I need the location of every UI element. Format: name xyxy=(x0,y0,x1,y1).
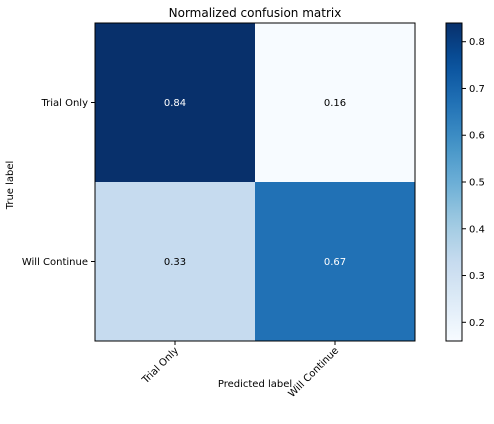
heatmap-cell xyxy=(95,182,255,341)
x-axis-label: Predicted label xyxy=(218,379,292,390)
plot-frame xyxy=(94,22,416,342)
heatmap-cells xyxy=(95,23,415,341)
colorbar-tick-label: 0.2 xyxy=(469,318,485,329)
colorbar-tick-label: 0.3 xyxy=(469,271,485,282)
colorbar-tick-label: 0.5 xyxy=(469,178,485,189)
y-tick-label: Will Continue xyxy=(22,257,88,268)
colorbar: 0.2 0.3 0.4 0.5 0.6 0.7 0.8 xyxy=(445,22,485,342)
heatmap-cell-value: 0.84 xyxy=(164,98,186,109)
x-tick-label: Will Continue xyxy=(287,345,342,400)
colorbar-tick-label: 0.8 xyxy=(469,37,485,48)
y-axis-ticks: Trial Only Will Continue xyxy=(22,98,95,268)
colorbar-tick-label: 0.7 xyxy=(469,84,485,95)
y-tick-label: Trial Only xyxy=(40,98,88,109)
colorbar-tick-label: 0.6 xyxy=(469,131,485,142)
heatmap-cell xyxy=(255,182,415,341)
chart-title: Normalized confusion matrix xyxy=(169,6,342,20)
heatmap-cell xyxy=(255,23,415,182)
colorbar-gradient xyxy=(445,22,463,342)
x-tick-label: Trial Only xyxy=(140,345,181,386)
y-axis-label: True label xyxy=(5,161,16,211)
heatmap-cell-value: 0.33 xyxy=(164,257,186,268)
heatmap-cell-value: 0.16 xyxy=(324,98,346,109)
colorbar-tick-label: 0.4 xyxy=(469,224,485,235)
x-axis-ticks: Trial Only Will Continue xyxy=(140,341,341,400)
heatmap-cell-labels: 0.84 0.16 0.33 0.67 xyxy=(164,98,346,268)
heatmap-cell xyxy=(95,23,255,182)
heatmap-cell-value: 0.67 xyxy=(324,257,346,268)
